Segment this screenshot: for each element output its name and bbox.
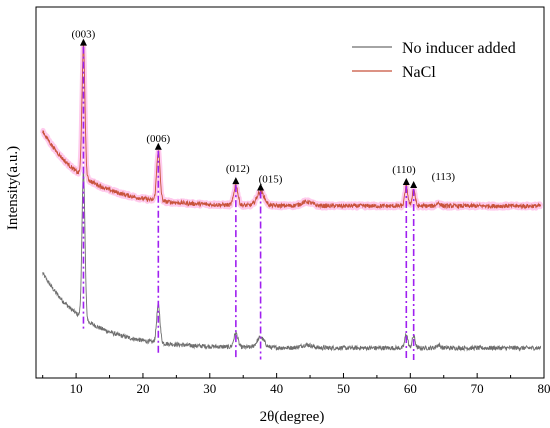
peak-arrow-icon [410,180,418,188]
x-tick-label: 60 [404,381,417,396]
peak-arrow-icon [79,38,87,46]
peak-label: (012) [226,163,250,175]
legend-label: NaCl [402,64,436,81]
peak-arrow-icon [154,142,162,150]
x-tick-label: 50 [337,381,350,396]
axes-frame [35,6,545,379]
legend: No inducer added NaCl [352,40,516,81]
peak-label: (110) [392,164,416,176]
peak-label: (006) [146,133,170,145]
plot-area: (003) (006) (012) (015) (110) (113) [40,29,544,360]
x-tick-label: 20 [136,381,149,396]
y-axis-label: Intensity(a.u.) [5,146,21,230]
x-tick-label: 70 [471,381,484,396]
series-line-nacl [42,44,542,210]
peak-arrow-icon [257,183,265,191]
x-tick-label: 40 [270,381,283,396]
axes: 10 20 30 40 50 60 70 80 [35,6,550,396]
legend-label: No inducer added [402,40,516,57]
x-tick-label: 10 [70,381,83,396]
x-tick-label: 80 [538,381,550,396]
series-highlight-nacl [40,42,544,211]
peak-label: (015) [259,174,283,186]
x-tick-label: 30 [203,381,216,396]
peak-arrow-icon [232,177,240,185]
x-axis-label: 2θ(degree) [260,409,325,425]
peak-label: (003) [71,29,95,41]
peak-arrow-icon [402,177,410,185]
series-line-no-inducer [42,171,542,352]
peak-label: (113) [432,171,456,183]
